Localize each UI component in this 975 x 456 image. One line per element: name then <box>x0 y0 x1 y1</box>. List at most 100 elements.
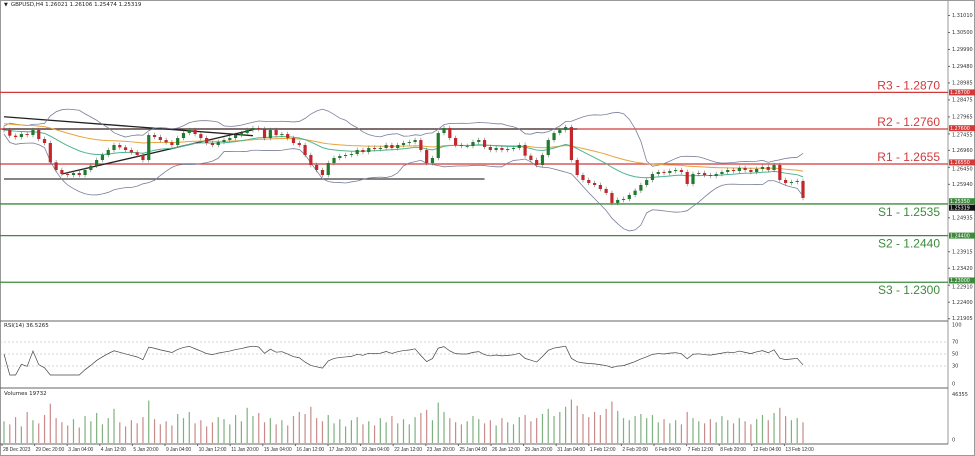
candle <box>372 145 377 152</box>
candle-body <box>529 155 533 161</box>
candle <box>436 130 440 161</box>
price-tag <box>949 89 975 96</box>
candle-body <box>407 142 411 144</box>
candle-body <box>685 171 689 184</box>
candle-body <box>459 145 463 147</box>
price-axis-label: 1.29480 <box>952 64 973 70</box>
candle-body <box>621 198 626 200</box>
candle <box>540 152 545 168</box>
candle <box>216 139 220 148</box>
candle <box>500 145 504 153</box>
price-axis-label: 1.23915 <box>952 249 973 255</box>
candle <box>297 140 301 148</box>
candle <box>280 131 284 138</box>
time-axis-label: 23 Jan 20:00 <box>427 447 455 453</box>
candle <box>187 127 191 136</box>
candle-body <box>129 150 133 153</box>
candle-body <box>616 199 620 203</box>
candle <box>54 160 58 173</box>
candle <box>482 137 487 150</box>
candle-body <box>419 140 423 151</box>
bollinger-upper <box>3 108 804 167</box>
candle <box>349 151 353 158</box>
price-axis-label: 1.22910 <box>952 285 973 291</box>
candle <box>83 167 87 178</box>
time-axis-label: 26 Jan 12:00 <box>492 447 520 453</box>
candle-body <box>262 129 267 139</box>
candle-body <box>71 172 76 175</box>
candle-body <box>506 149 510 151</box>
rsi-label: RSI(14) 36.5265 <box>4 323 49 329</box>
candle <box>42 136 47 146</box>
candle-body <box>205 138 209 144</box>
price-axis-label: 1.31010 <box>952 13 973 19</box>
price-tag-text: 1.26550 <box>950 160 970 166</box>
price-tag-text: 1.27600 <box>950 126 970 132</box>
candle-body <box>141 155 145 161</box>
candle-body <box>222 140 226 143</box>
candle-body <box>355 150 359 155</box>
candle-body <box>743 167 747 170</box>
price-axis-label: 1.23420 <box>952 266 973 272</box>
candle-body <box>801 180 805 198</box>
candle-body <box>170 142 174 146</box>
candle <box>581 172 585 183</box>
time-axis-label: 10 Jan 12:00 <box>199 447 227 453</box>
candle-body <box>650 173 655 180</box>
candle-body <box>511 148 516 150</box>
candle-body <box>8 130 12 136</box>
price-tag <box>949 198 975 205</box>
candle-body <box>228 138 232 141</box>
candle-body <box>558 130 562 134</box>
level-label: R3 - 1.2870 <box>877 78 940 92</box>
time-axis-label: 8 Feb 20:00 <box>720 447 746 453</box>
candle-body <box>517 145 521 149</box>
bollinger-lower <box>3 133 804 232</box>
candle <box>714 171 718 179</box>
candle-body <box>546 140 550 156</box>
candle <box>147 132 151 163</box>
candle <box>633 188 637 198</box>
candle-body <box>147 135 151 161</box>
candle <box>320 167 325 178</box>
candle <box>795 178 799 185</box>
candle-body <box>720 171 724 174</box>
candle-body <box>772 164 776 170</box>
price-tag-text: 1.24400 <box>950 233 970 239</box>
candle <box>262 126 267 141</box>
candle <box>442 125 446 136</box>
candle <box>291 135 296 146</box>
candle-body <box>425 150 429 164</box>
candle-body <box>523 145 527 156</box>
candle-body <box>286 134 290 139</box>
candle <box>506 146 510 153</box>
candle <box>598 182 602 192</box>
rsi-line <box>3 345 804 376</box>
candle-body <box>42 139 47 144</box>
candle <box>616 197 620 206</box>
price-axis-label: 1.26960 <box>952 148 973 154</box>
candle <box>413 137 417 145</box>
candle-body <box>176 138 180 146</box>
candle-body <box>552 133 556 141</box>
candle <box>477 137 481 145</box>
time-axis-label: 29 Dec 20:00 <box>36 447 65 453</box>
candle <box>789 179 794 186</box>
candle-body <box>494 148 498 151</box>
candle <box>564 124 568 133</box>
price-tag <box>949 159 975 166</box>
price-axis-label: 1.26450 <box>952 167 973 173</box>
candle <box>546 137 550 158</box>
moving-average-fast <box>3 129 804 179</box>
candle <box>89 163 93 173</box>
time-axis-label: 15 Jan 04:00 <box>264 447 292 453</box>
price-axis-label: 1.28985 <box>952 81 973 87</box>
candle-body <box>378 148 382 150</box>
candle <box>176 135 180 148</box>
dropdown-arrow-icon[interactable]: ▼ <box>4 2 8 8</box>
candle <box>407 139 411 146</box>
candle <box>77 170 81 178</box>
candle-body <box>268 130 272 139</box>
candle-body <box>645 179 649 185</box>
